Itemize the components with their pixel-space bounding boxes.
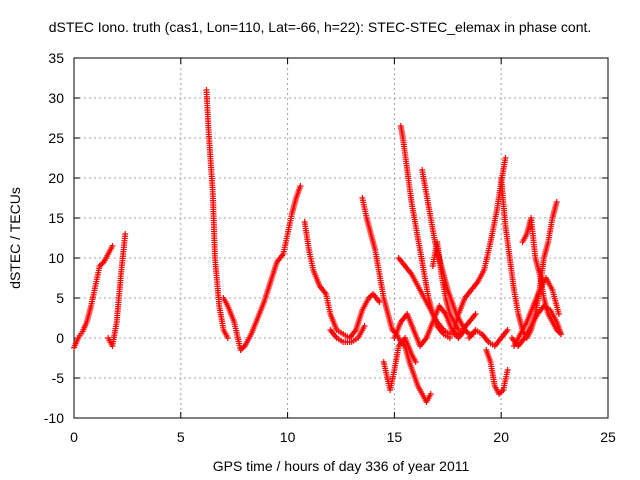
data-point [122, 231, 129, 237]
data-point [376, 299, 383, 305]
data-point [361, 323, 368, 329]
chart-title: dSTEC Iono. truth (cas1, Lon=110, Lat=-6… [49, 19, 592, 35]
series-15 [483, 347, 511, 397]
series-12 [429, 239, 462, 333]
series-0 [71, 243, 116, 351]
y-axis-title: dSTEC / TECUs [7, 187, 23, 289]
x-tick-label: 5 [177, 429, 185, 445]
y-tick-label: -10 [44, 410, 64, 426]
y-tick-label: 5 [56, 290, 64, 306]
series-1 [105, 231, 129, 349]
y-tick-label: 35 [48, 50, 64, 66]
data-point [109, 243, 116, 249]
data-point [555, 311, 562, 317]
data-point [553, 199, 560, 205]
x-tick-label: 20 [493, 429, 509, 445]
y-tick-label: -5 [52, 370, 65, 386]
data-point [224, 335, 231, 341]
data-point [427, 391, 434, 397]
series-19 [511, 275, 562, 349]
series-18 [519, 215, 565, 337]
series-6 [359, 195, 434, 405]
series-9 [380, 335, 419, 393]
series-4 [301, 219, 383, 341]
data-point [504, 367, 511, 373]
x-axis: 0 5 10 15 20 25 [70, 58, 616, 445]
series-13 [451, 155, 509, 333]
data-point [297, 183, 304, 189]
y-tick-label: 25 [48, 130, 64, 146]
x-axis-title: GPS time / hours of day 336 of year 2011 [213, 458, 470, 474]
series-2 [203, 87, 231, 341]
x-tick-label: 10 [280, 429, 296, 445]
grid [74, 58, 608, 418]
y-tick-label: 20 [48, 170, 64, 186]
series-3 [220, 183, 304, 353]
data-point [412, 359, 419, 365]
data-point [472, 311, 479, 317]
x-tick-label: 25 [600, 429, 616, 445]
x-tick-label: 15 [387, 429, 403, 445]
y-tick-label: 15 [48, 210, 64, 226]
y-axis: -10 -5 0 5 10 15 20 25 30 35 [44, 50, 608, 426]
y-tick-label: 0 [56, 330, 64, 346]
series-14 [466, 327, 511, 349]
series-10 [395, 255, 479, 337]
y-tick-label: 10 [48, 250, 64, 266]
data-point [504, 327, 511, 333]
y-tick-label: 30 [48, 90, 64, 106]
series-7 [397, 123, 453, 341]
series-5 [327, 323, 368, 345]
data-point [502, 155, 509, 161]
data-point [558, 331, 565, 337]
data-series [71, 87, 565, 405]
plot-frame [73, 57, 609, 419]
x-tick-label: 0 [70, 429, 78, 445]
